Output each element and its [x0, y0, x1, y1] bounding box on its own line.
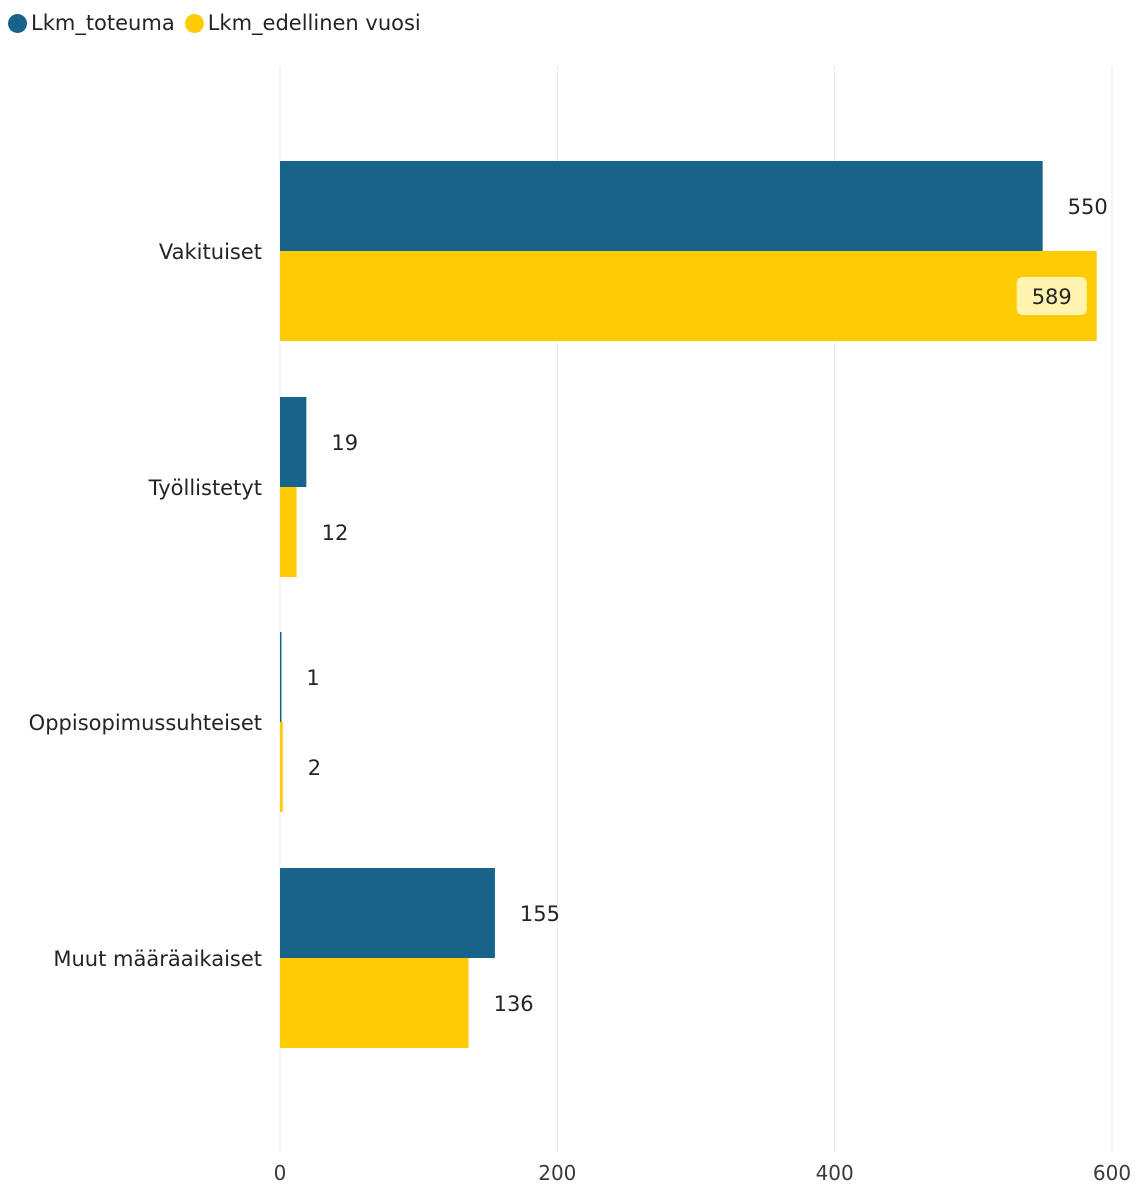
x-tick-label-600: 600 [1093, 1161, 1131, 1185]
bar-lkm-edellinen-vuosi-muut-määräaikaiset[interactable] [280, 958, 469, 1048]
category-labels: Vakituiset Työllistetyt Oppisopimussuhteis… [29, 240, 262, 971]
data-label-lkm-toteuma-vakituiset: 550 [1068, 195, 1108, 219]
bar-lkm-toteuma-työllistetyt[interactable] [280, 397, 307, 487]
legend-label-edellinen-vuosi: Lkm_edellinen vuosi [207, 11, 421, 35]
data-label-highlight [1016, 277, 1087, 315]
bar-lkm-edellinen-vuosi-työllistetyt[interactable] [280, 487, 297, 577]
legend-item-edellinen-vuosi[interactable]: Lkm_edellinen vuosi [184, 11, 421, 35]
bar-lkm-toteuma-oppisopimussuhteiset[interactable] [280, 632, 282, 722]
legend: Lkm_toteuma Lkm_edellinen vuosi [8, 8, 421, 38]
category-label-oppisopimussuhteiset: Oppisopimussuhteiset [29, 711, 262, 735]
category-label-työllistetyt: Työllistetyt [148, 476, 262, 500]
data-label-lkm-edellinen-vuosi-vakituiset: 589 [1032, 285, 1072, 309]
x-tick-label-0: 0 [274, 1161, 287, 1185]
bar-lkm-edellinen-vuosi-vakituiset[interactable] [280, 251, 1097, 341]
data-label-lkm-edellinen-vuosi-työllistetyt: 12 [322, 521, 349, 545]
x-axis-ticks: 0 200 400 600 [274, 1161, 1131, 1185]
legend-dot-edellinen-vuosi [184, 13, 204, 33]
legend-label-toteuma: Lkm_toteuma [31, 11, 175, 35]
legend-dot-toteuma [8, 13, 27, 33]
bar-lkm-edellinen-vuosi-oppisopimussuhteiset[interactable] [280, 722, 283, 812]
legend-item-toteuma[interactable]: Lkm_toteuma [8, 11, 175, 35]
x-tick-label-400: 400 [816, 1161, 854, 1185]
bars [280, 161, 1097, 1048]
data-label-lkm-toteuma-oppisopimussuhteiset: 1 [306, 666, 319, 690]
data-label-lkm-edellinen-vuosi-oppisopimussuhteiset: 2 [308, 756, 321, 780]
data-label-lkm-edellinen-vuosi-muut-määräaikaiset: 136 [494, 992, 534, 1016]
category-label-muut-määräaikaiset: Muut määräaikaiset [53, 947, 262, 971]
category-label-vakituiset: Vakituiset [159, 240, 262, 264]
bar-lkm-toteuma-muut-määräaikaiset[interactable] [280, 868, 495, 958]
data-label-lkm-toteuma-muut-määräaikaiset: 155 [520, 902, 560, 926]
data-label-lkm-toteuma-työllistetyt: 19 [331, 431, 358, 455]
x-tick-label-200: 200 [538, 1161, 576, 1185]
bar-lkm-toteuma-vakituiset[interactable] [280, 161, 1043, 251]
